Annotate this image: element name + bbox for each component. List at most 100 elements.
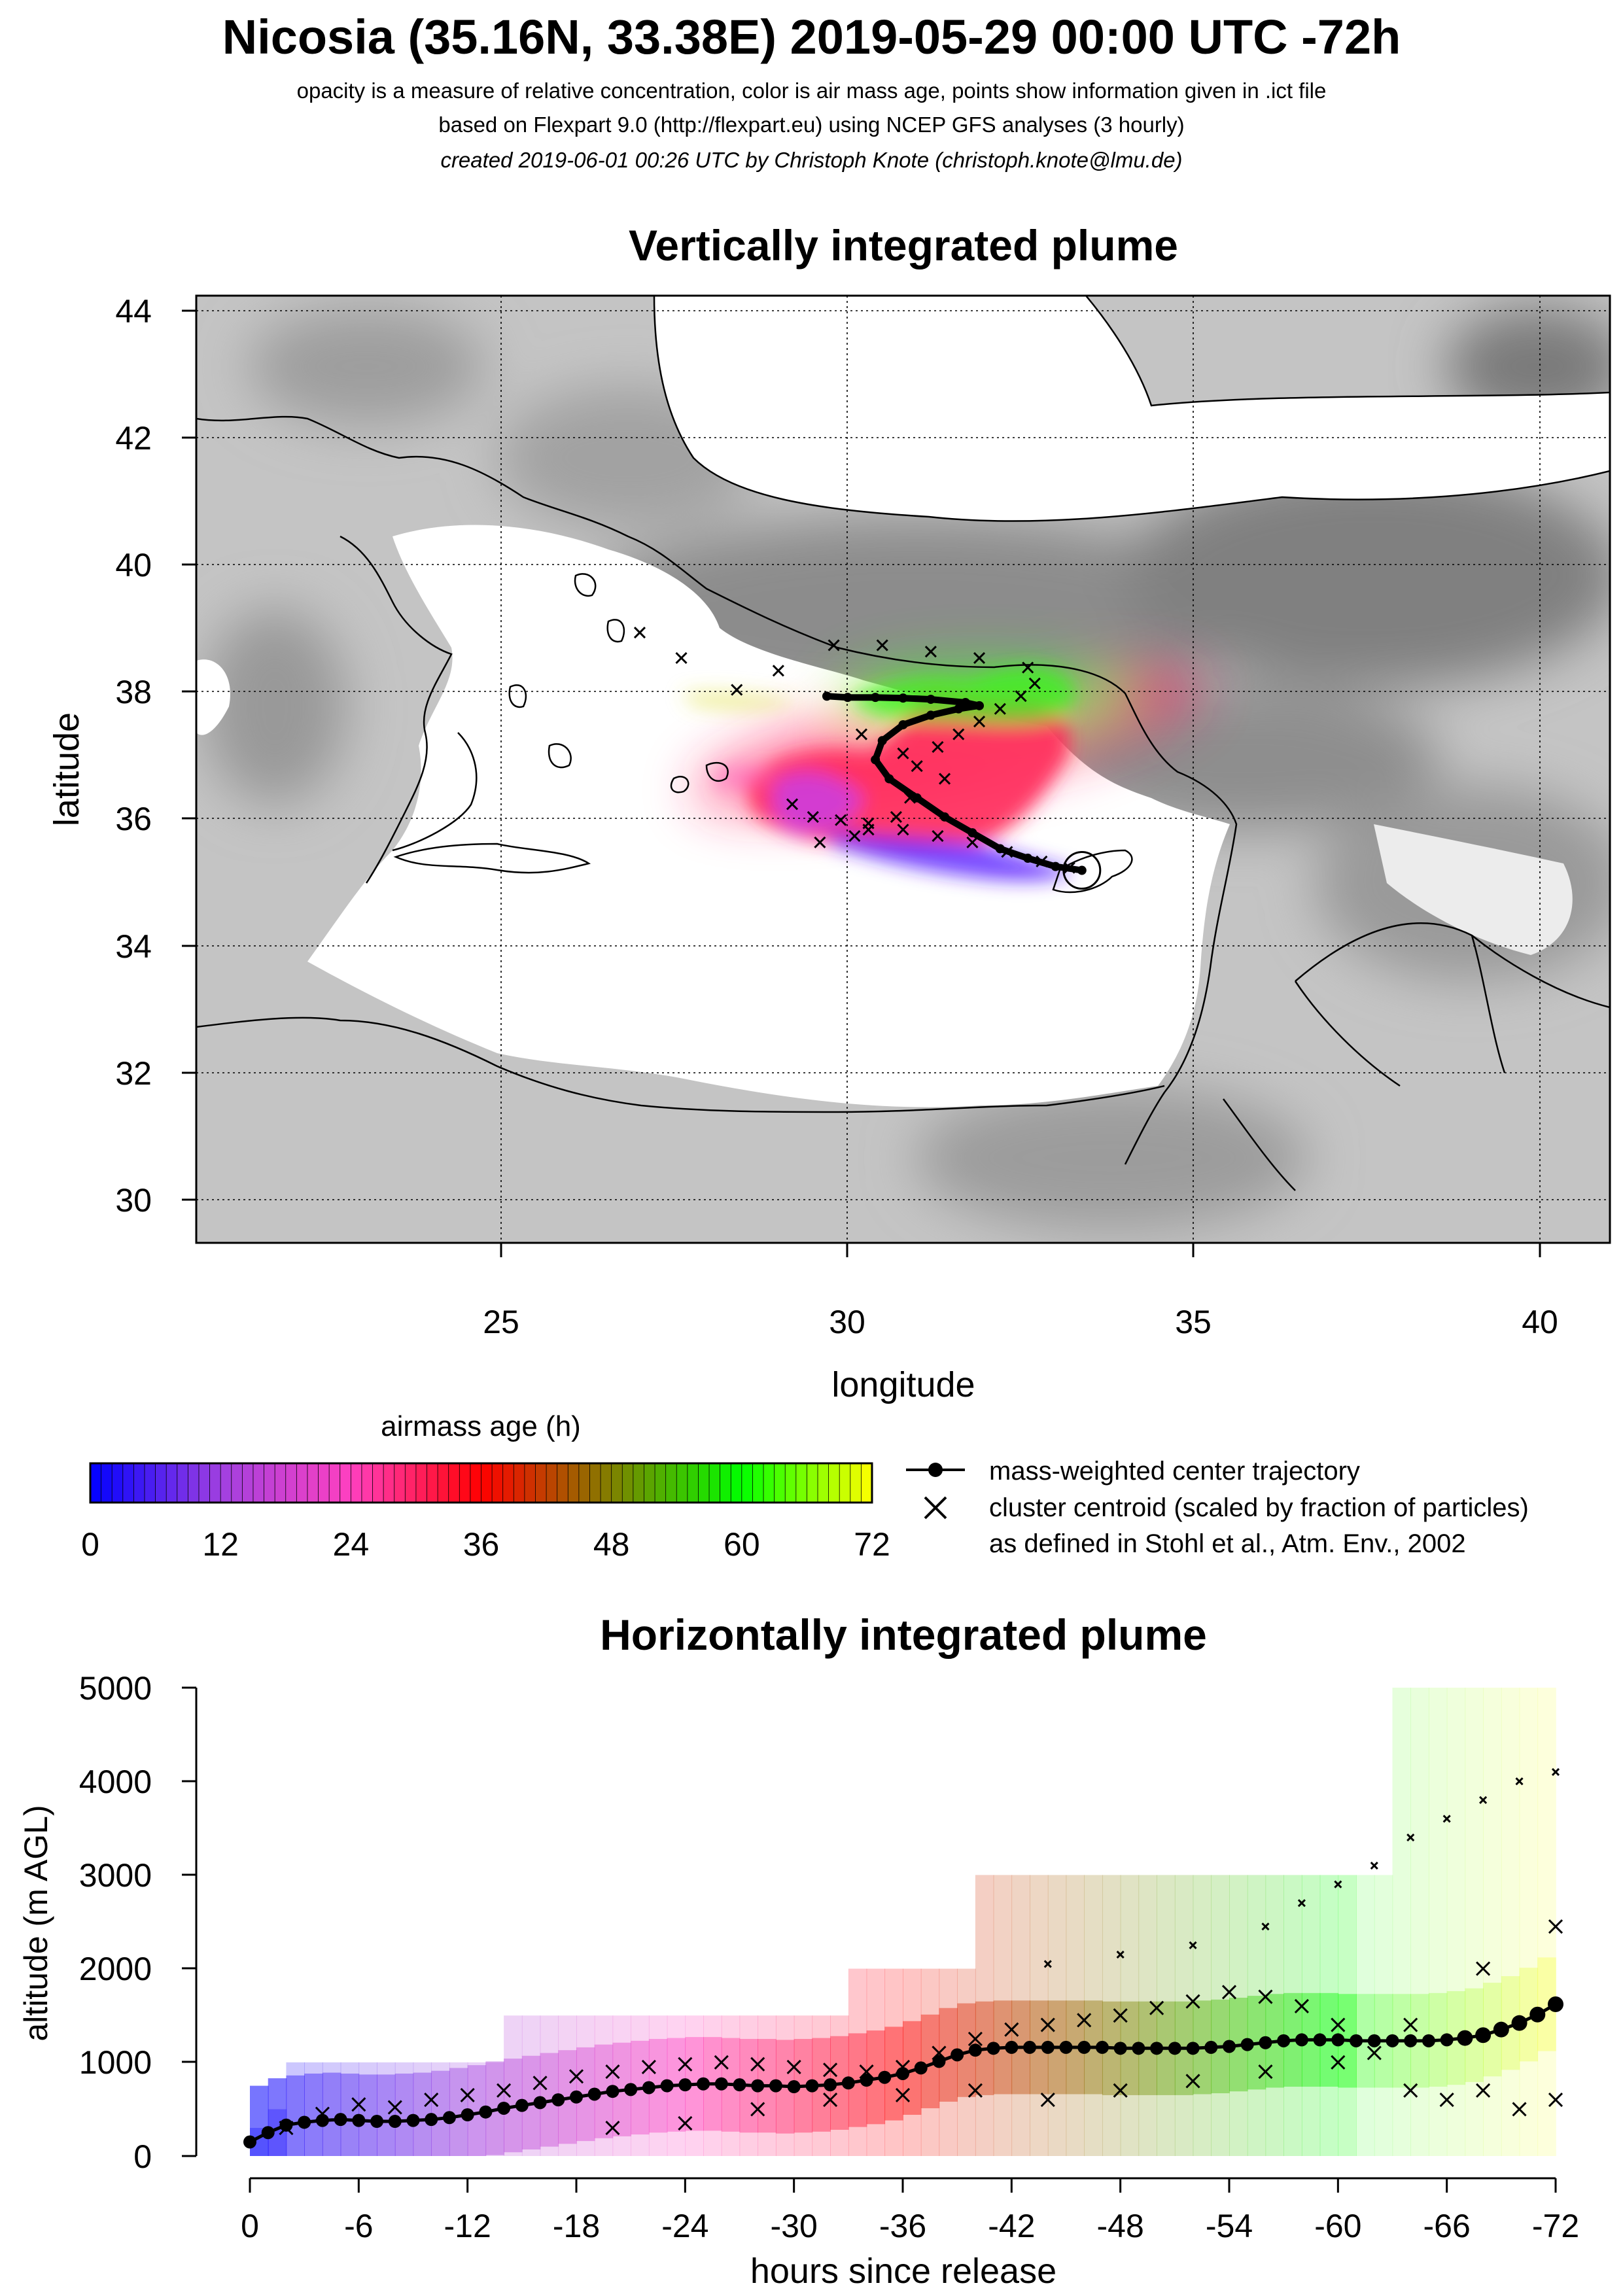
map-trajectory-point (1051, 861, 1060, 871)
profile-trajectory-point (1277, 2034, 1291, 2047)
profile-shade-column (558, 2015, 577, 2156)
map-x-tick-35: 35 (1175, 1304, 1212, 1340)
map-trajectory-point (871, 755, 881, 765)
profile-cluster-centroid (532, 2076, 548, 2091)
colorbar-segment (730, 1463, 742, 1503)
profile-x-tick-label: -66 (1423, 2208, 1471, 2244)
profile-trajectory-point (479, 2105, 493, 2119)
profile-cluster-centroid (1367, 2045, 1382, 2061)
profile-shade-column (957, 1968, 976, 2156)
profile-trajectory-point (1113, 2042, 1127, 2055)
map-cluster-centroid (1036, 855, 1048, 867)
profile-cluster-centroid (1403, 2083, 1418, 2098)
profile-x-tick-label: -54 (1206, 2208, 1253, 2244)
colorbar-segment (404, 1463, 417, 1503)
colorbar-segment (720, 1463, 732, 1503)
map-cluster-centroid (1028, 677, 1041, 689)
profile-trajectory-point (1186, 2042, 1200, 2055)
profile-x-tick-label: -42 (988, 2208, 1035, 2244)
profile-plume-shading (250, 1688, 1556, 2156)
profile-trajectory-point (1511, 2015, 1527, 2031)
profile-small-centroid (1406, 1834, 1415, 1842)
profile-shade-column (993, 1875, 1013, 2156)
map-y-tick-40: 40 (115, 547, 152, 583)
chart-title: Nicosia (35.16N, 33.38E) 2019-05-29 00:0… (222, 10, 1401, 64)
profile-shade-column (1338, 1875, 1357, 2156)
colorbar-segment (101, 1463, 113, 1503)
map-cluster-centroid (897, 824, 909, 836)
map-cluster-centroid (938, 773, 951, 785)
profile-trajectory-point (1240, 2038, 1254, 2051)
profile-trajectory-point (587, 2087, 601, 2101)
profile-y-axis (182, 1686, 198, 2157)
profile-trajectory-point (279, 2118, 293, 2132)
colorbar-segment (241, 1463, 254, 1503)
profile-shade-column (431, 2062, 450, 2156)
profile-cluster-centroid (1476, 2083, 1491, 2098)
profile-trajectory-point (425, 2113, 438, 2127)
colorbar-segment (665, 1463, 678, 1503)
profile-small-centroid (1551, 1767, 1560, 1776)
colorbar-segment (589, 1463, 602, 1503)
profile-shade-column (1084, 1875, 1103, 2156)
colorbar-segment (187, 1463, 200, 1503)
profile-cluster-centroid (750, 2057, 765, 2072)
profile-x-tick-label: -72 (1532, 2208, 1579, 2244)
profile-trajectory-point (461, 2108, 474, 2121)
colorbar-segment (828, 1463, 841, 1503)
map-trajectory-point (940, 812, 950, 822)
map-center-trajectory-line (826, 693, 1083, 874)
subtitle-description: opacity is a measure of relative concent… (296, 78, 1327, 103)
colorbar-segment (752, 1463, 765, 1503)
map-x-tick-25: 25 (483, 1304, 519, 1340)
profile-shade-column (975, 1875, 994, 2156)
colorbar-segment (415, 1463, 428, 1503)
profile-trajectory-point (769, 2079, 782, 2093)
profile-trajectory-point (1529, 2006, 1546, 2023)
map-trajectory-point (926, 695, 935, 704)
colorbar-tick-label: 72 (854, 1526, 890, 1563)
colorbar-segment (318, 1463, 330, 1503)
profile-shade-column (504, 2015, 523, 2156)
profile-shade-column (1501, 1688, 1520, 2156)
colorbar-segment (448, 1463, 461, 1503)
map-cluster-centroid (1022, 661, 1034, 674)
profile-plot-area (243, 1688, 1563, 2156)
profile-shade-column (358, 2062, 377, 2156)
map-y-axis-label: latitude (47, 712, 86, 826)
profile-trajectory-point (1440, 2033, 1454, 2047)
profile-cluster-centroid (714, 2055, 729, 2070)
profile-cluster-centroid (1258, 2064, 1273, 2079)
profile-cluster-centroid (1185, 2074, 1200, 2089)
profile-core-band (286, 2075, 305, 2156)
map-trajectory-point (1077, 865, 1087, 875)
profile-trajectory-point (1259, 2036, 1272, 2049)
map-trajectory-point (843, 693, 852, 703)
colorbar-tick-label: 36 (463, 1526, 500, 1563)
profile-cluster-centroid (424, 2093, 439, 2108)
colorbar-segment (817, 1463, 829, 1503)
colorbar-segment (644, 1463, 656, 1503)
profile-shade-column (1374, 1875, 1393, 2156)
profile-trajectory-point (1457, 2030, 1473, 2046)
map-y-tick-30: 30 (115, 1182, 152, 1219)
map-y-tick-36: 36 (115, 801, 152, 837)
colorbar-segment (198, 1463, 211, 1503)
colorbar-segment (578, 1463, 591, 1503)
colorbar-tick-labels: 0 12 24 36 48 60 72 (81, 1526, 890, 1563)
profile-cluster-centroid (823, 2062, 838, 2078)
map-cluster-centroid (890, 810, 902, 823)
profile-small-centroid (1116, 1951, 1125, 1959)
profile-trajectory-point (1367, 2034, 1381, 2047)
map-trajectory-point (898, 693, 908, 703)
map-cluster-centroid (966, 836, 979, 848)
map-cluster-centroid (1001, 846, 1013, 858)
colorbar-segment (850, 1463, 862, 1503)
profile-title: Horizontally integrated plume (600, 1610, 1207, 1659)
profile-trajectory-point (261, 2126, 275, 2140)
colorbar-segment (861, 1463, 873, 1503)
map-y-tick-38: 38 (115, 674, 152, 710)
profile-y-tick-1000: 1000 (79, 2044, 152, 2081)
profile-cluster-centroid (750, 2102, 765, 2117)
colorbar-segment (427, 1463, 439, 1503)
